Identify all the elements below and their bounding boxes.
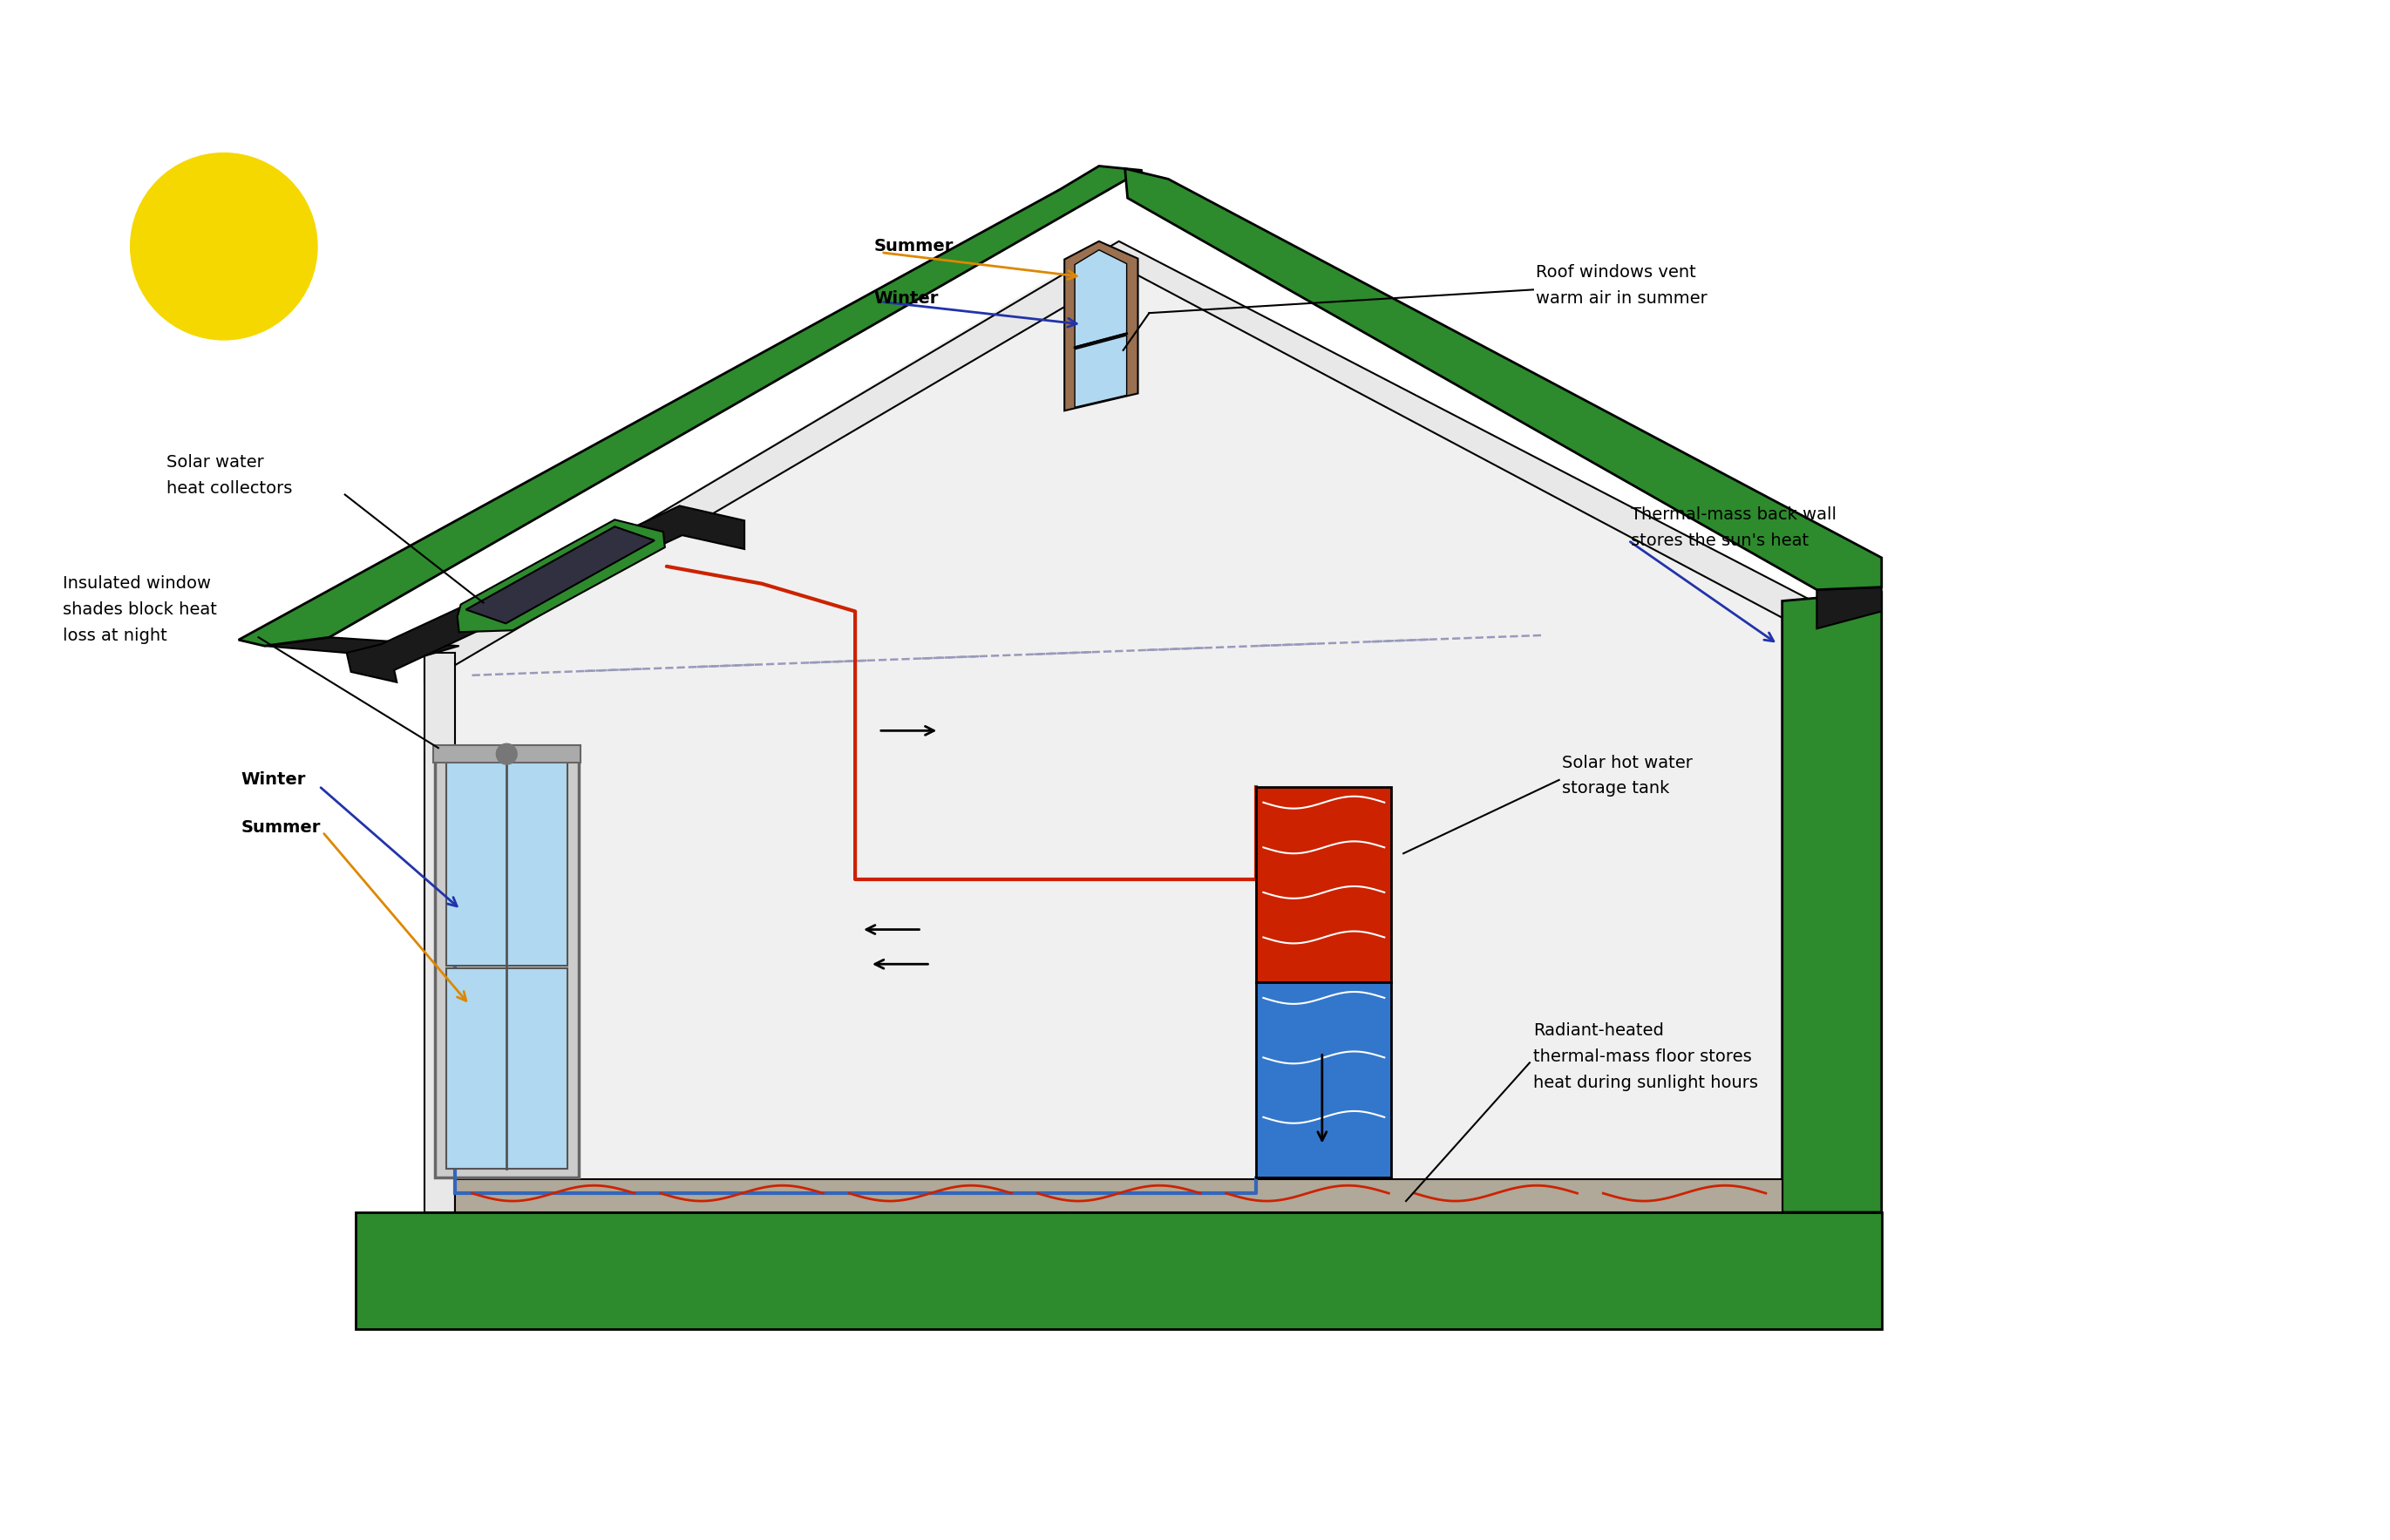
Polygon shape	[347, 505, 743, 682]
Text: warm air in summer: warm air in summer	[1537, 290, 1706, 306]
Polygon shape	[435, 752, 578, 1178]
Text: heat collectors: heat collectors	[167, 480, 292, 497]
Text: thermal-mass floor stores: thermal-mass floor stores	[1532, 1049, 1752, 1066]
Text: Radiant-heated: Radiant-heated	[1532, 1023, 1663, 1040]
Polygon shape	[447, 969, 566, 1169]
Text: Insulated window: Insulated window	[62, 576, 210, 591]
Polygon shape	[425, 242, 1812, 684]
Text: Solar hot water: Solar hot water	[1561, 755, 1692, 772]
Polygon shape	[356, 1212, 1881, 1329]
Polygon shape	[433, 745, 581, 762]
Polygon shape	[1816, 587, 1881, 628]
Text: shades block heat: shades block heat	[62, 601, 217, 618]
Text: heat during sunlight hours: heat during sunlight hours	[1532, 1075, 1759, 1090]
Polygon shape	[1064, 242, 1138, 411]
Polygon shape	[1257, 787, 1391, 983]
Text: Winter: Winter	[241, 772, 306, 788]
Polygon shape	[425, 653, 454, 1212]
Polygon shape	[425, 242, 1812, 1212]
Polygon shape	[456, 519, 664, 631]
Polygon shape	[1783, 593, 1881, 1212]
Text: Summer: Summer	[875, 239, 954, 254]
Polygon shape	[466, 527, 655, 624]
Polygon shape	[1257, 983, 1391, 1178]
Text: storage tank: storage tank	[1561, 781, 1668, 796]
Polygon shape	[1076, 336, 1126, 407]
Text: loss at night: loss at night	[62, 627, 167, 644]
Polygon shape	[265, 638, 459, 659]
Polygon shape	[1126, 168, 1881, 590]
Polygon shape	[454, 1180, 1783, 1212]
Circle shape	[131, 152, 318, 340]
Polygon shape	[239, 166, 1142, 645]
Text: Summer: Summer	[241, 819, 320, 836]
Text: Solar water: Solar water	[167, 454, 265, 471]
Text: stores the sun's heat: stores the sun's heat	[1630, 533, 1809, 548]
Text: Roof windows vent: Roof windows vent	[1537, 263, 1697, 280]
Polygon shape	[1076, 249, 1126, 347]
Polygon shape	[447, 761, 566, 966]
Text: Winter: Winter	[875, 290, 939, 306]
Circle shape	[497, 744, 516, 764]
Text: Thermal-mass back wall: Thermal-mass back wall	[1630, 507, 1836, 522]
